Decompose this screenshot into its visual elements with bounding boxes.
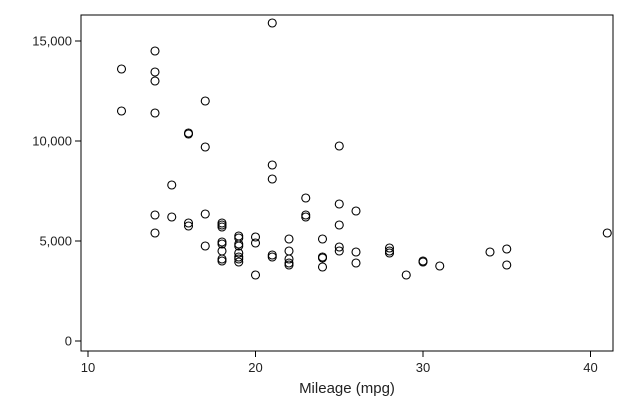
data-point — [384, 243, 395, 253]
data-point — [267, 252, 277, 262]
plot-area — [80, 14, 614, 352]
data-point — [234, 257, 244, 267]
data-point — [334, 199, 344, 209]
data-point — [150, 228, 160, 238]
data-point — [334, 141, 344, 151]
data-point — [317, 234, 328, 244]
data-point — [401, 270, 411, 280]
data-point — [116, 64, 127, 74]
data-point — [217, 239, 227, 249]
data-point — [351, 258, 361, 268]
data-point — [502, 260, 512, 270]
data-point — [485, 247, 495, 257]
data-point — [435, 261, 445, 271]
data-point — [234, 254, 244, 264]
y-tick-label: 15,000 — [32, 34, 72, 49]
data-point — [200, 96, 210, 106]
data-point — [200, 209, 210, 219]
data-point — [234, 248, 244, 258]
data-point — [183, 218, 194, 228]
data-point — [183, 221, 194, 231]
x-tick-label: 40 — [583, 360, 597, 375]
data-point — [217, 222, 227, 232]
data-point — [334, 246, 344, 256]
data-point — [334, 220, 344, 230]
data-point — [250, 238, 261, 248]
y-axis: 0 5,000 10,000 15,000 — [32, 34, 81, 349]
data-point — [301, 212, 311, 222]
data-point — [502, 244, 512, 254]
data-point — [200, 142, 210, 152]
data-point — [351, 247, 361, 257]
x-axis: 10 20 30 40 — [81, 351, 598, 375]
data-point — [602, 228, 612, 238]
data-point — [150, 210, 160, 220]
x-axis-title: Mileage (mpg) — [299, 380, 395, 397]
data-point — [217, 256, 227, 266]
data-point — [250, 270, 261, 280]
data-point — [250, 232, 261, 242]
x-tick-label: 30 — [416, 360, 430, 375]
data-point — [317, 262, 328, 272]
data-point — [267, 18, 277, 28]
data-point — [284, 234, 294, 244]
data-point — [351, 206, 361, 216]
data-point — [150, 67, 160, 77]
data-point — [150, 76, 160, 86]
x-tick-label: 20 — [248, 360, 262, 375]
data-point — [284, 260, 294, 270]
data-point — [200, 241, 210, 251]
data-point — [150, 108, 160, 118]
data-point — [234, 241, 244, 251]
data-point — [167, 212, 177, 222]
data-point — [116, 106, 127, 116]
y-tick-label: 5,000 — [39, 234, 72, 249]
y-tick-label: 0 — [65, 334, 72, 349]
y-tick-label: 10,000 — [32, 134, 72, 149]
data-point — [183, 129, 194, 139]
data-point — [284, 254, 294, 264]
data-point — [267, 160, 277, 170]
data-point — [384, 248, 395, 258]
data-points — [116, 18, 612, 280]
data-point — [267, 174, 277, 184]
data-point — [301, 193, 311, 203]
data-point — [150, 46, 160, 56]
data-point — [317, 253, 328, 263]
data-point — [167, 180, 177, 190]
data-point — [334, 242, 344, 252]
x-tick-label: 10 — [81, 360, 95, 375]
data-point — [418, 257, 428, 267]
